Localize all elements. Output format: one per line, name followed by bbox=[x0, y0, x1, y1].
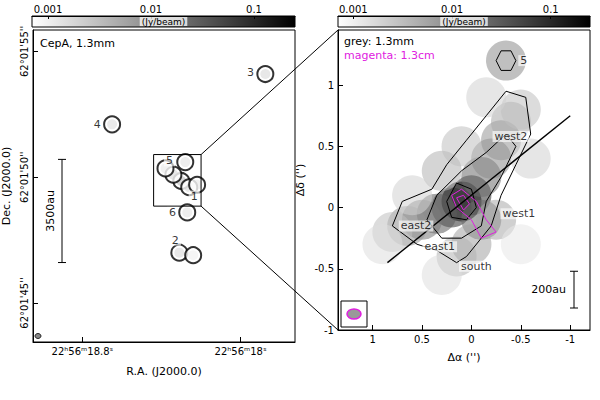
svg-text:2: 2 bbox=[172, 234, 179, 247]
svg-text:0: 0 bbox=[328, 202, 334, 213]
svg-text:west1: west1 bbox=[502, 207, 535, 220]
svg-text:0.001: 0.001 bbox=[34, 4, 63, 15]
svg-text:62°01'50'': 62°01'50'' bbox=[19, 151, 30, 202]
svg-text:-1: -1 bbox=[324, 325, 334, 336]
svg-text:1: 1 bbox=[369, 334, 375, 345]
svg-text:0.01: 0.01 bbox=[441, 4, 463, 15]
svg-text:3500au: 3500au bbox=[44, 190, 57, 232]
svg-text:Dec. (J2000.0): Dec. (J2000.0) bbox=[0, 147, 13, 226]
svg-text:R.A. (J2000.0): R.A. (J2000.0) bbox=[126, 365, 201, 378]
svg-text:62°01'55'': 62°01'55'' bbox=[19, 26, 30, 77]
svg-text:0.01: 0.01 bbox=[140, 4, 162, 15]
svg-text:0: 0 bbox=[468, 334, 474, 345]
svg-text:0.1: 0.1 bbox=[246, 4, 262, 15]
svg-text:1: 1 bbox=[191, 190, 198, 203]
svg-text:(Jy/beam): (Jy/beam) bbox=[142, 17, 186, 27]
svg-text:-0.5: -0.5 bbox=[511, 334, 531, 345]
svg-text:east2: east2 bbox=[401, 219, 432, 232]
svg-text:0.5: 0.5 bbox=[318, 141, 334, 152]
svg-text:22ʰ56ᵐ18ˢ: 22ʰ56ᵐ18ˢ bbox=[215, 346, 267, 357]
svg-text:-0.5: -0.5 bbox=[314, 263, 334, 274]
svg-text:west2: west2 bbox=[495, 130, 528, 143]
svg-text:-1: -1 bbox=[565, 334, 575, 345]
svg-text:0.001: 0.001 bbox=[339, 4, 368, 15]
svg-text:grey: 1.3mm: grey: 1.3mm bbox=[344, 35, 414, 48]
svg-text:5: 5 bbox=[520, 54, 527, 67]
svg-text:3: 3 bbox=[247, 66, 254, 79]
svg-text:south: south bbox=[461, 260, 492, 273]
svg-text:0.1: 0.1 bbox=[543, 4, 559, 15]
svg-text:CepA, 1.3mm: CepA, 1.3mm bbox=[40, 37, 115, 50]
svg-text:4: 4 bbox=[94, 118, 101, 131]
svg-text:62°01'45'': 62°01'45'' bbox=[19, 277, 30, 328]
svg-text:22ʰ56ᵐ18.8ˢ: 22ʰ56ᵐ18.8ˢ bbox=[52, 346, 114, 357]
svg-text:0.5: 0.5 bbox=[414, 334, 430, 345]
svg-text:5: 5 bbox=[166, 154, 173, 167]
svg-text:1: 1 bbox=[328, 80, 334, 91]
svg-text:Δα (''): Δα ('') bbox=[448, 351, 481, 364]
svg-text:(Jy/beam): (Jy/beam) bbox=[442, 17, 486, 27]
svg-text:magenta: 1.3cm: magenta: 1.3cm bbox=[344, 49, 435, 62]
svg-text:6: 6 bbox=[169, 206, 176, 219]
svg-text:200au: 200au bbox=[531, 283, 566, 296]
svg-text:east1: east1 bbox=[425, 240, 456, 253]
svg-text:Δδ (''): Δδ ('') bbox=[294, 164, 307, 196]
